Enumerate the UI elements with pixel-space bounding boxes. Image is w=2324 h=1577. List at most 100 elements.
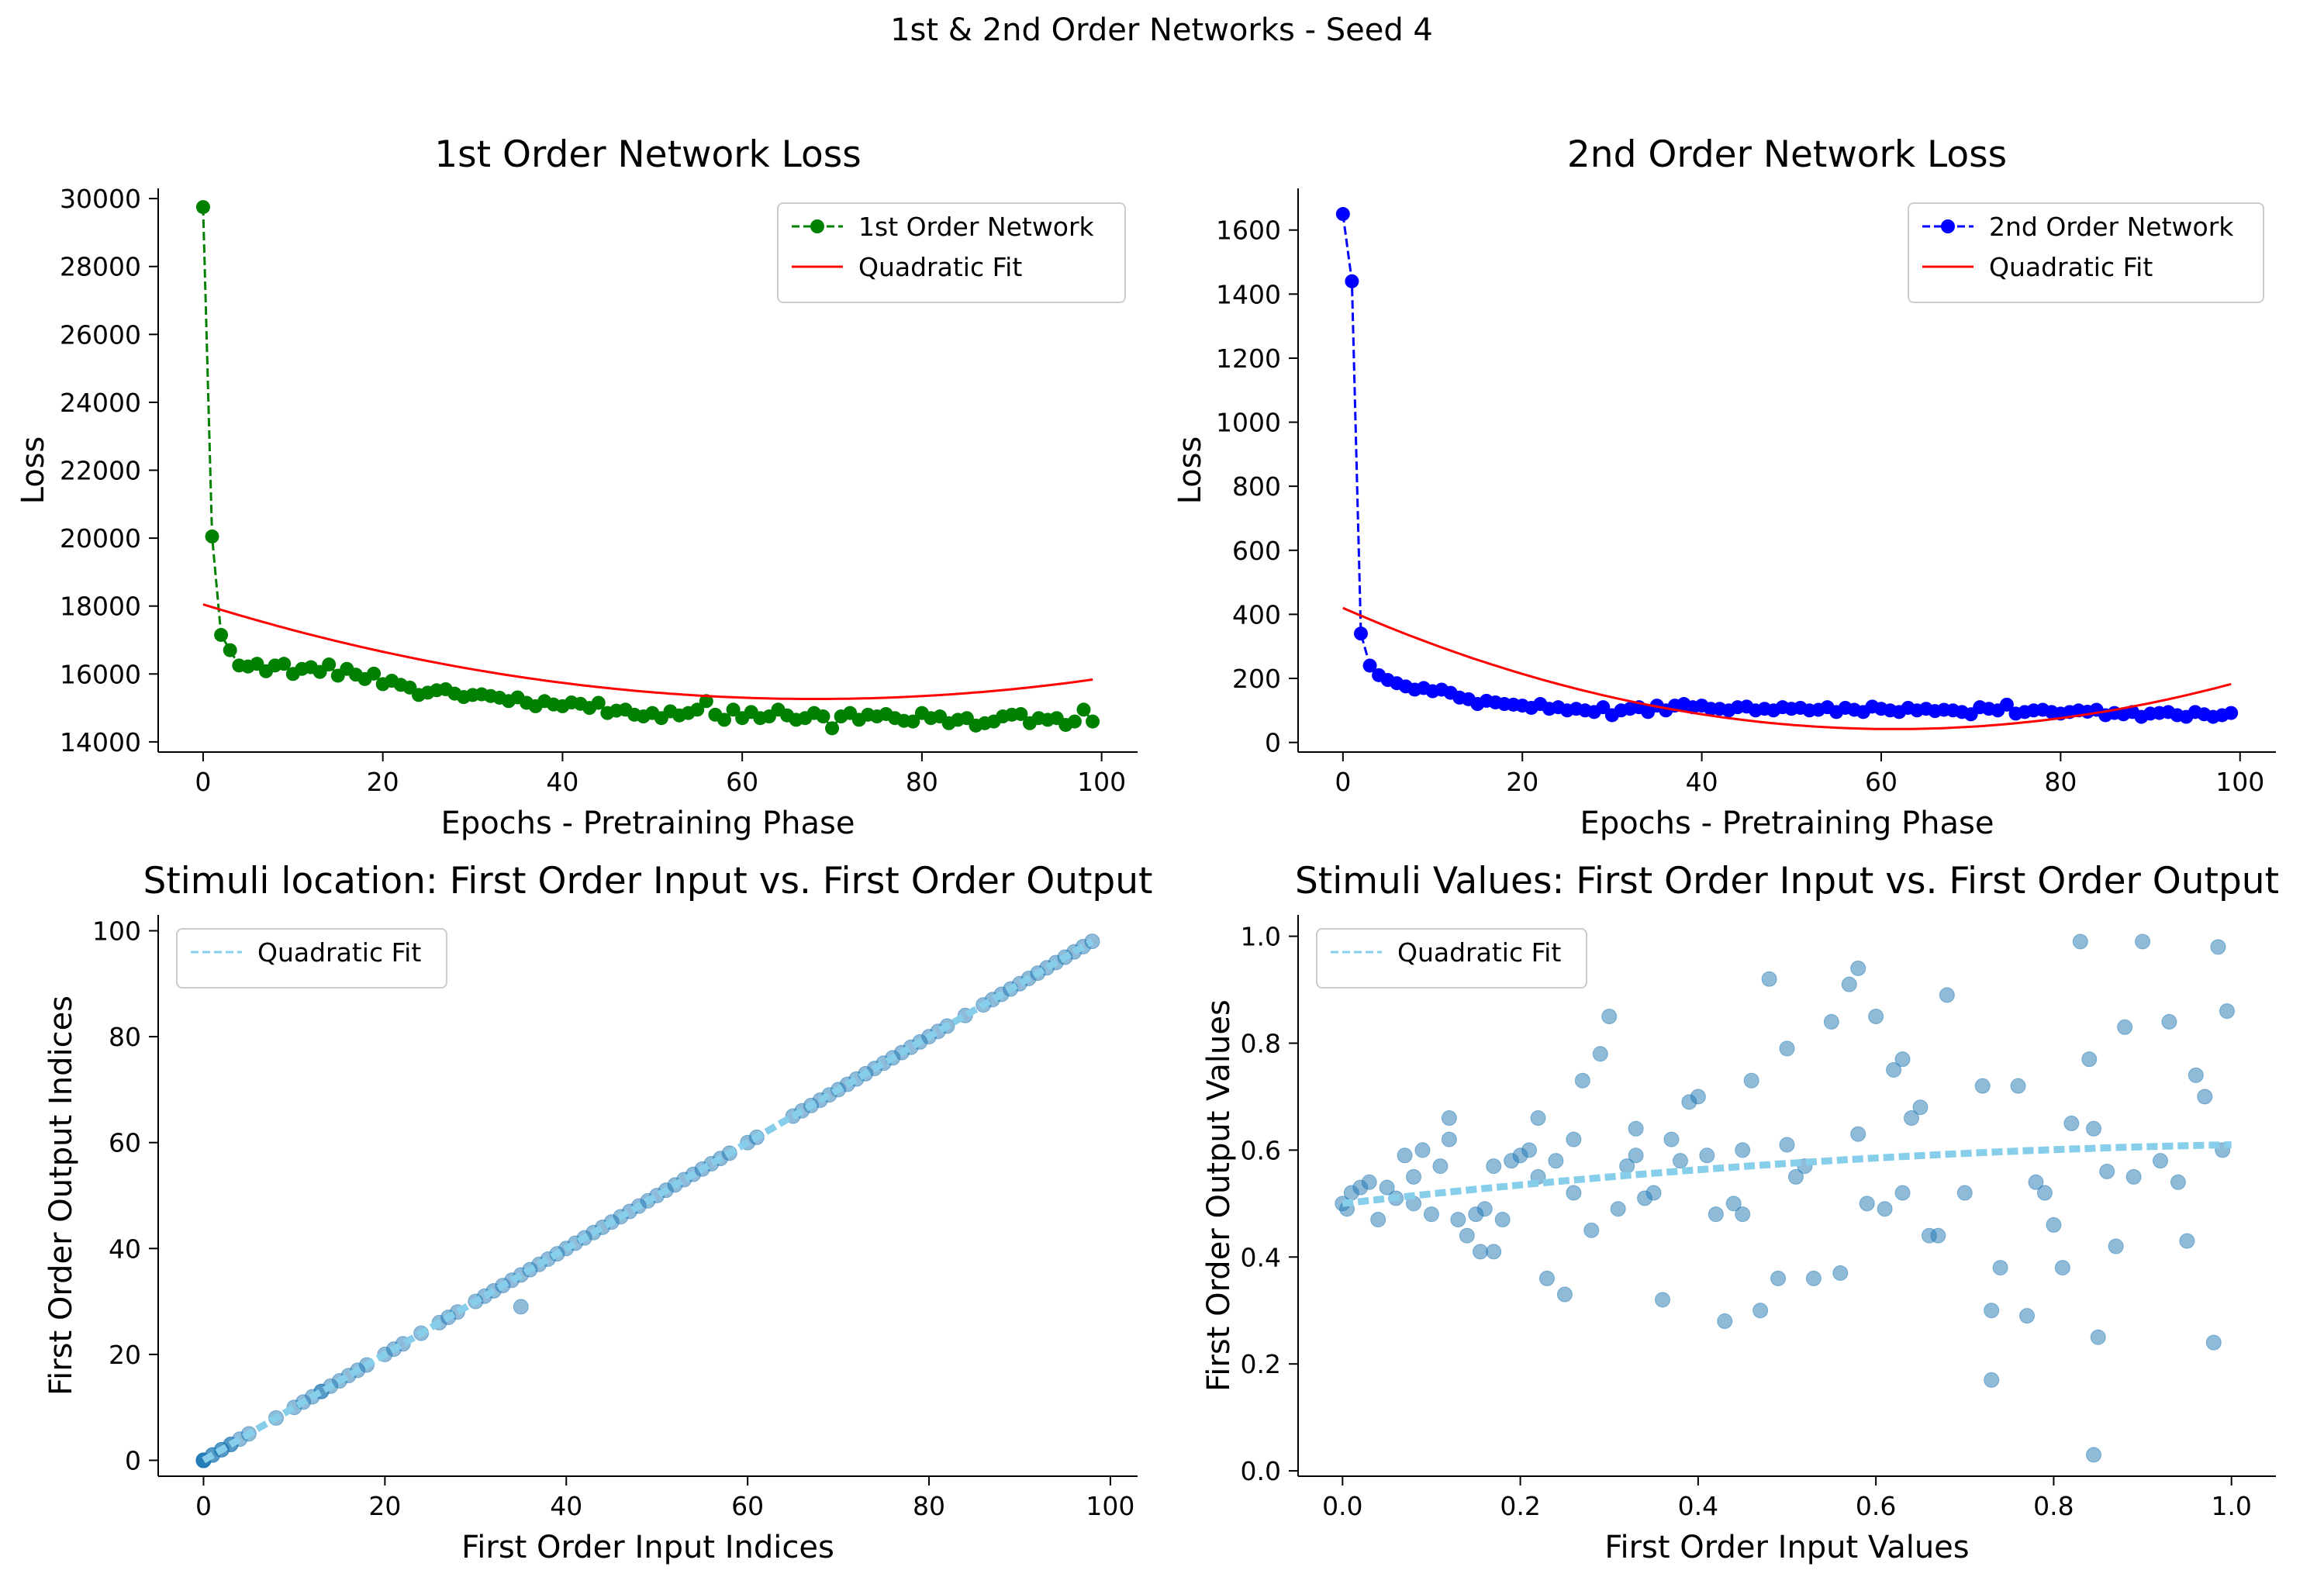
scatter-point	[1556, 1286, 1573, 1303]
subplot-title: 1st Order Network Loss	[434, 133, 862, 176]
scatter-point	[1903, 1110, 1919, 1127]
y-axis-label: First Order Output Indices	[43, 996, 79, 1396]
scatter-point	[1735, 1142, 1751, 1158]
y-tick-label: 40	[109, 1234, 141, 1264]
data-point	[367, 666, 382, 681]
scatter-point	[2135, 933, 2151, 950]
data-point	[2224, 706, 2239, 720]
scatter-point	[1655, 1292, 1671, 1308]
y-tick-label: 1000	[1216, 408, 1281, 438]
subplot-title: Stimuli location: First Order Input vs. …	[143, 860, 1152, 902]
scatter-point	[1486, 1158, 1502, 1175]
y-tick-label: 22000	[60, 456, 141, 486]
x-tick-label: 0	[195, 1491, 212, 1521]
scatter-point	[1574, 1072, 1590, 1089]
data-point	[1353, 626, 1368, 641]
scatter-point	[1441, 1110, 1457, 1127]
scatter-point	[1974, 1078, 1991, 1094]
scatter-point	[1486, 1244, 1502, 1260]
data-point	[1596, 700, 1611, 715]
data-point	[277, 657, 292, 671]
scatter-point	[1610, 1201, 1626, 1217]
scatter-point	[2046, 1216, 2062, 1233]
scatter-point	[1672, 1153, 1688, 1169]
data-point	[816, 709, 830, 724]
x-tick-label: 40	[546, 767, 578, 797]
scatter-point	[1708, 1206, 1724, 1223]
scatter-point	[1521, 1142, 1538, 1158]
figure-suptitle: 1st & 2nd Order Networks - Seed 4	[890, 12, 1433, 48]
scatter-point	[1956, 1185, 1973, 1201]
data-point	[726, 702, 741, 717]
scatter-point	[1583, 1222, 1600, 1238]
scatter-point	[1548, 1153, 1564, 1169]
y-tick-label: 0.6	[1241, 1135, 1281, 1165]
data-point	[1067, 714, 1082, 729]
x-tick-label: 1.0	[2211, 1491, 2251, 1521]
scatter-point	[1992, 1260, 2008, 1276]
subplot-title: Stimuli Values: First Order Input vs. Fi…	[1295, 860, 2279, 902]
scatter-point	[1628, 1147, 1644, 1164]
scatter-point	[2170, 1174, 2186, 1190]
scatter-point	[1717, 1313, 1733, 1330]
scatter-point	[1743, 1072, 1759, 1089]
y-tick-label: 26000	[60, 319, 141, 350]
scatter-point	[2036, 1185, 2053, 1201]
x-tick-label: 100	[1086, 1491, 1134, 1521]
scatter-point	[2010, 1078, 2026, 1094]
subplot-stimuli-values: Stimuli Values: First Order Input vs. Fi…	[1201, 860, 2279, 1565]
x-tick-label: 20	[1506, 767, 1538, 797]
scatter-point	[1779, 1040, 1795, 1057]
y-tick-label: 28000	[60, 252, 141, 282]
x-tick-label: 20	[367, 767, 399, 797]
scatter-point	[1414, 1142, 1431, 1158]
y-axis-label: Loss	[16, 437, 51, 505]
x-tick-label: 60	[726, 767, 758, 797]
subplot-stimuli-location: Stimuli location: First Order Input vs. …	[43, 860, 1153, 1565]
y-tick-label: 16000	[60, 659, 141, 689]
scatter-point	[1894, 1051, 1911, 1068]
y-tick-label: 1200	[1216, 343, 1281, 374]
scatter-point	[2081, 1051, 2098, 1068]
y-tick-label: 1400	[1216, 279, 1281, 309]
y-tick-label: 60	[109, 1128, 141, 1158]
scatter-point	[1601, 1009, 1618, 1025]
scatter-point	[1832, 1265, 1849, 1281]
scatter-point	[1530, 1110, 1546, 1127]
scatter-point	[1939, 987, 1955, 1003]
scatter-point	[1690, 1089, 1706, 1105]
x-tick-label: 100	[1077, 767, 1126, 797]
legend-label: Quadratic Fit	[1397, 937, 1561, 968]
scatter-point	[1894, 1185, 1911, 1201]
legend-label: 1st Order Network	[858, 212, 1095, 242]
scatter-point	[2219, 1003, 2235, 1020]
y-tick-label: 400	[1232, 599, 1281, 630]
x-axis-label: First Order Input Values	[1604, 1530, 1969, 1565]
x-tick-label: 100	[2215, 767, 2264, 797]
subplot-first-order-loss: 1st Order Network Loss 0 20 40 60 80 100 14000 1…	[16, 133, 1138, 841]
data-point	[1076, 702, 1091, 717]
data-point	[195, 200, 210, 215]
y-tick-label: 100	[92, 916, 141, 946]
legend-label: Quadratic Fit	[257, 937, 421, 968]
scatter-point	[1725, 1196, 1742, 1212]
scatter-point	[1476, 1201, 1493, 1217]
scatter-point	[2099, 1163, 2115, 1179]
scatter-point	[513, 1299, 529, 1315]
y-tick-label: 24000	[60, 388, 141, 418]
scatter-point	[1841, 976, 1857, 992]
y-tick-label: 600	[1232, 536, 1281, 566]
scatter-point	[2210, 939, 2226, 955]
scatter-point	[1787, 1168, 1804, 1185]
scatter-point	[1361, 1174, 1377, 1190]
scatter-point	[1868, 1009, 1884, 1025]
legend-label: Quadratic Fit	[1989, 252, 2153, 282]
scatter-point	[2179, 1233, 2195, 1249]
scatter-point	[1566, 1131, 1582, 1147]
scatter-point	[1752, 1303, 1769, 1319]
scatter-point	[1645, 1185, 1662, 1201]
scatter-point	[2125, 1168, 2142, 1185]
scatter-point	[1779, 1137, 1795, 1153]
scatter-point	[2108, 1238, 2124, 1254]
